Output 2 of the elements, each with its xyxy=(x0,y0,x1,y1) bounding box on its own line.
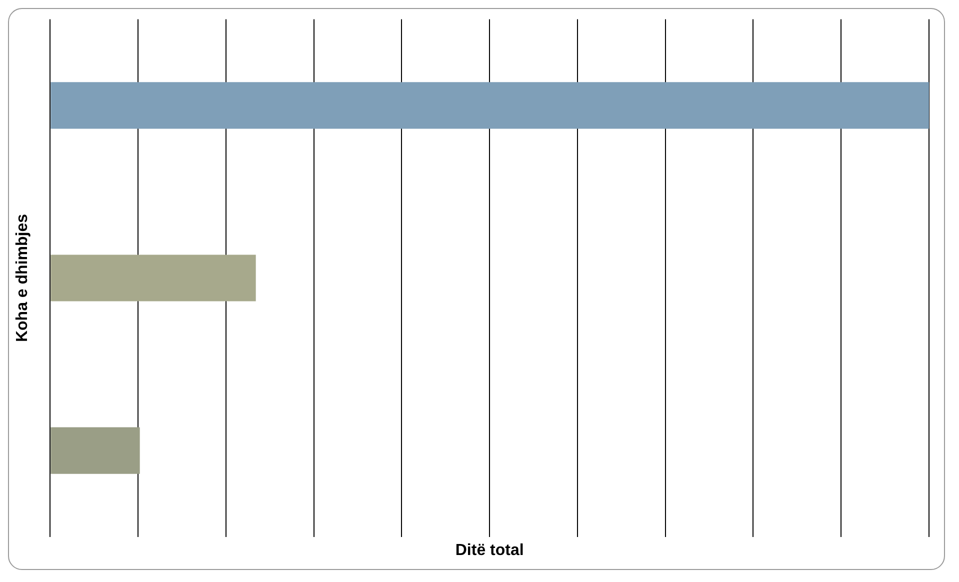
y-axis-title: Koha e dhimbjes xyxy=(14,214,32,342)
x-axis-title: Ditë total xyxy=(455,542,524,559)
